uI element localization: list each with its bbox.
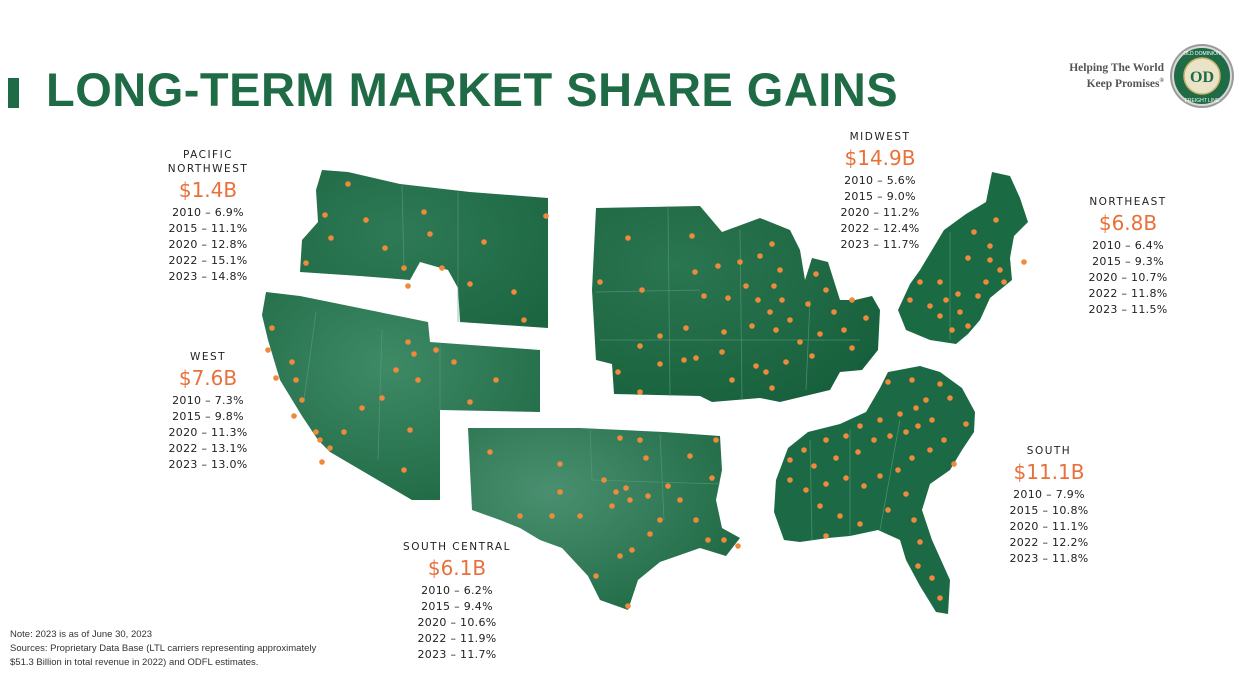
stat-2015: 2015 – 9.8% — [172, 410, 244, 423]
region-share-stats: 2010 – 6.4% 2015 – 9.3% 2020 – 10.7% 202… — [1068, 238, 1188, 318]
tagline: Helping The World Keep Promises® — [1040, 62, 1164, 91]
stat-2022: 2022 – 11.8% — [1088, 287, 1168, 300]
stat-2020: 2020 – 10.7% — [1088, 271, 1168, 284]
region-revenue: $14.9B — [844, 146, 916, 170]
stat-2010: 2010 – 6.4% — [1092, 239, 1164, 252]
footnote-line-3: $51.3 Billion in total revenue in 2022) … — [10, 657, 259, 668]
stat-2020: 2020 – 11.1% — [1009, 520, 1089, 533]
region-share-stats: 2010 – 6.9% 2015 – 11.1% 2020 – 12.8% 20… — [148, 205, 268, 285]
region-name: WEST — [189, 351, 227, 363]
tagline-line-2: Keep Promises® — [1086, 77, 1164, 90]
region-share-stats: 2010 – 7.3% 2015 – 9.8% 2020 – 11.3% 202… — [148, 393, 268, 473]
footnote-line-2: Sources: Proprietary Data Base (LTL carr… — [10, 643, 317, 654]
title-accent-bar — [8, 78, 19, 108]
state-border-lines — [303, 185, 951, 541]
stat-2015: 2015 – 9.3% — [1092, 255, 1164, 268]
logo-bottom-text: FREIGHT LINE — [1185, 98, 1220, 104]
stat-2020: 2020 – 12.8% — [168, 238, 248, 251]
region-revenue: $6.1B — [427, 556, 487, 580]
stat-2023: 2023 – 11.7% — [417, 648, 497, 661]
stat-2015: 2015 – 11.1% — [168, 222, 248, 235]
stat-2010: 2010 – 7.9% — [1013, 488, 1085, 501]
region-west: WEST $7.6B 2010 – 7.3% 2015 – 9.8% 2020 … — [148, 350, 268, 473]
region-shape-south-central — [468, 428, 740, 610]
footnote-line-1: Note: 2023 is as of June 30, 2023 — [10, 629, 153, 640]
region-name: MIDWEST — [849, 131, 911, 143]
region-midwest: MIDWEST $14.9B 2010 – 5.6% 2015 – 9.0% 2… — [820, 130, 940, 253]
stat-2022: 2022 – 12.2% — [1009, 536, 1089, 549]
tagline-line-1: Helping The World — [1069, 62, 1164, 74]
stat-2020: 2020 – 11.2% — [840, 206, 920, 219]
region-south-central: SOUTH CENTRAL $6.1B 2010 – 6.2% 2015 – 9… — [392, 540, 522, 663]
region-revenue: $7.6B — [178, 366, 238, 390]
stat-2010: 2010 – 5.6% — [844, 174, 916, 187]
stat-2015: 2015 – 9.4% — [421, 600, 493, 613]
stat-2010: 2010 – 7.3% — [172, 394, 244, 407]
region-shape-northeast — [898, 172, 1028, 344]
region-shape-south — [774, 366, 975, 614]
stat-2023: 2023 – 14.8% — [168, 270, 248, 283]
region-name: NORTHEAST — [1089, 196, 1167, 208]
stat-2020: 2020 – 10.6% — [417, 616, 497, 629]
stat-2015: 2015 – 10.8% — [1009, 504, 1089, 517]
region-south: SOUTH $11.1B 2010 – 7.9% 2015 – 10.8% 20… — [989, 444, 1109, 567]
terminal-location-dots — [265, 181, 1027, 609]
stat-2022: 2022 – 11.9% — [417, 632, 497, 645]
region-pacific-northwest: PACIFIC NORTHWEST $1.4B 2010 – 6.9% 2015… — [148, 148, 268, 285]
region-revenue: $6.8B — [1098, 211, 1158, 235]
region-share-stats: 2010 – 5.6% 2015 – 9.0% 2020 – 11.2% 202… — [820, 173, 940, 253]
region-name-line-2: NORTHWEST — [167, 163, 249, 175]
region-shape-pacific-northwest — [300, 170, 548, 328]
footnote: Note: 2023 is as of June 30, 2023 Source… — [10, 628, 380, 670]
stat-2010: 2010 – 6.9% — [172, 206, 244, 219]
stat-2022: 2022 – 12.4% — [840, 222, 920, 235]
region-revenue: $1.4B — [178, 178, 238, 202]
stat-2023: 2023 – 11.7% — [840, 238, 920, 251]
old-dominion-logo-icon: OD OLD DOMINION FREIGHT LINE — [1170, 44, 1234, 108]
region-share-stats: 2010 – 6.2% 2015 – 9.4% 2020 – 10.6% 202… — [392, 583, 522, 663]
region-revenue: $11.1B — [1013, 460, 1085, 484]
registered-mark: ® — [1159, 78, 1164, 84]
logo-top-text: OLD DOMINION — [1183, 51, 1221, 57]
region-name: SOUTH CENTRAL — [403, 541, 511, 553]
region-share-stats: 2010 – 7.9% 2015 – 10.8% 2020 – 11.1% 20… — [989, 487, 1109, 567]
region-name: SOUTH — [1026, 445, 1072, 457]
page-title: LONG-TERM MARKET SHARE GAINS — [46, 63, 899, 116]
stat-2023: 2023 – 11.5% — [1088, 303, 1168, 316]
region-northeast: NORTHEAST $6.8B 2010 – 6.4% 2015 – 9.3% … — [1068, 195, 1188, 318]
stat-2023: 2023 – 13.0% — [168, 458, 248, 471]
stat-2015: 2015 – 9.0% — [844, 190, 916, 203]
stat-2022: 2022 – 15.1% — [168, 254, 248, 267]
stat-2022: 2022 – 13.1% — [168, 442, 248, 455]
stat-2023: 2023 – 11.8% — [1009, 552, 1089, 565]
region-name: PACIFIC — [182, 149, 234, 161]
logo-monogram: OD — [1190, 69, 1214, 86]
stat-2020: 2020 – 11.3% — [168, 426, 248, 439]
stat-2010: 2010 – 6.2% — [421, 584, 493, 597]
